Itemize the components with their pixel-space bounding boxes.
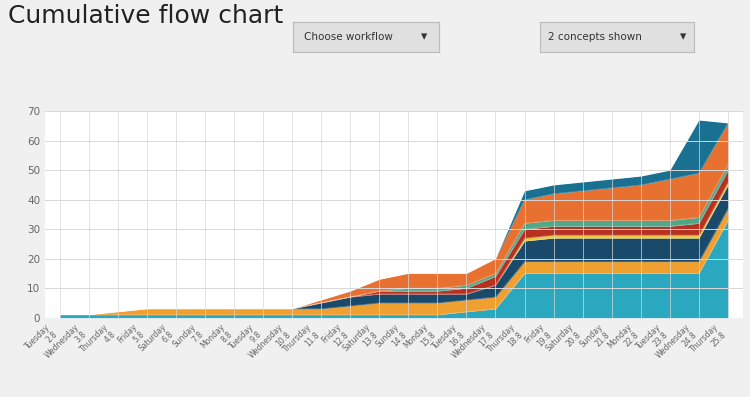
Text: Cumulative flow chart: Cumulative flow chart — [8, 4, 283, 28]
Text: ▾: ▾ — [680, 30, 686, 43]
Text: ▾: ▾ — [421, 30, 428, 43]
Legend: [DONE], [DOCUMENTATION PENDING], [QA], [READY FOR QA], [REVIEW], [READY FOR REVI: [DONE], [DOCUMENTATION PENDING], [QA], [… — [14, 0, 553, 2]
Text: Choose workflow: Choose workflow — [304, 32, 393, 42]
Text: 2 concepts shown: 2 concepts shown — [548, 32, 641, 42]
